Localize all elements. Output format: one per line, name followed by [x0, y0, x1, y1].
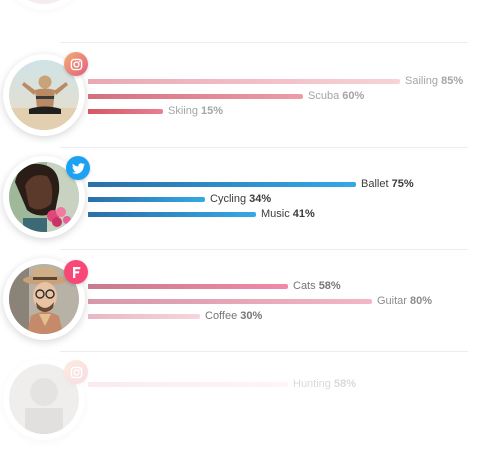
skill-label: Guitar 80% [377, 295, 433, 307]
instagram-icon [70, 366, 82, 378]
instagram-badge [64, 360, 88, 384]
skill-bar-fill [88, 93, 303, 99]
skill-bar-fill [88, 313, 200, 319]
skill-bar: Scuba 60% [88, 90, 364, 102]
divider [60, 42, 468, 43]
skill-bar-fill [88, 108, 163, 114]
skill-bar: Cycling 34% [88, 193, 271, 205]
skill-label: Scuba 60% [308, 90, 365, 102]
profile-card-twitter: Ballet 75% Cycling 34% Music 41% [0, 156, 480, 256]
skill-bar: Skiing 15% [88, 105, 223, 117]
skill-label: Ballet 75% [361, 178, 414, 190]
profile-card [0, 0, 480, 28]
skill-bar: Sailing 85% [88, 75, 463, 87]
skill-label: Hunting 58% [293, 378, 357, 390]
profile-card-foursquare: Cats 58% Guitar 80% Coffee 30% [0, 258, 480, 358]
skill-bar-fill [88, 181, 356, 187]
skill-label: Music 41% [261, 208, 315, 220]
avatar-photo [9, 0, 79, 4]
divider [60, 351, 468, 352]
profile-card-instagram: Sailing 85% Scuba 60% Skiing 15% [0, 52, 480, 154]
skill-label: Skiing 15% [168, 105, 224, 117]
skill-bar-fill [88, 211, 256, 217]
skill-label: Cycling 34% [210, 193, 272, 205]
skill-bar-fill [88, 78, 400, 84]
profile-card-instagram: Hunting 58% [0, 358, 480, 458]
skill-label: Cats 58% [293, 280, 341, 292]
divider [60, 249, 468, 250]
skill-bar-fill [88, 381, 288, 387]
skill-bar-fill [88, 196, 205, 202]
foursquare-icon [72, 266, 80, 278]
avatar[interactable] [3, 0, 85, 10]
skill-bar: Cats 58% [88, 280, 341, 292]
skill-bar: Guitar 80% [88, 295, 432, 307]
skill-bar: Music 41% [88, 208, 315, 220]
instagram-badge [64, 52, 88, 76]
avatar[interactable] [3, 358, 88, 440]
skill-bar: Hunting 58% [88, 378, 356, 390]
twitter-badge [66, 156, 90, 180]
skill-bar-fill [88, 298, 372, 304]
skill-bar: Ballet 75% [88, 178, 414, 190]
twitter-icon [71, 162, 85, 174]
skill-bar-fill [88, 283, 288, 289]
foursquare-badge [64, 260, 88, 284]
instagram-icon [70, 58, 82, 70]
avatar[interactable] [3, 156, 90, 238]
skill-bar: Coffee 30% [88, 310, 262, 322]
avatar[interactable] [3, 52, 88, 136]
skill-label: Coffee 30% [205, 310, 263, 322]
avatar[interactable] [3, 258, 88, 340]
skill-label: Sailing 85% [405, 75, 464, 87]
divider [60, 147, 468, 148]
